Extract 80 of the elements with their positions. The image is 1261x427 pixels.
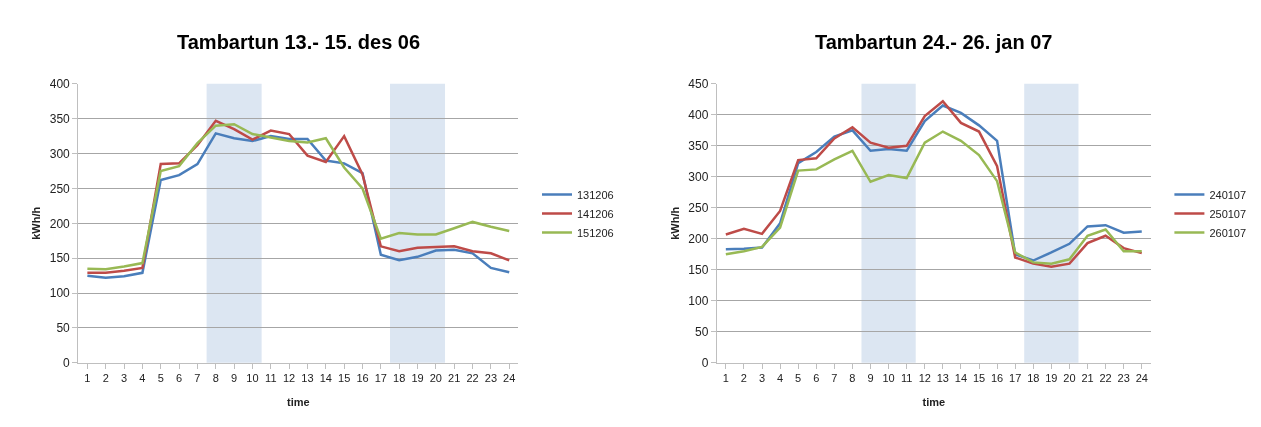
- y-tick-label: 450: [688, 77, 709, 92]
- y-tick-label: 100: [49, 286, 71, 301]
- x-tick-label: 9: [231, 372, 238, 385]
- x-tick-label: 10: [246, 372, 259, 385]
- legend-label: 250107: [1209, 207, 1247, 220]
- x-tick-label: 22: [466, 372, 479, 385]
- chart-title: Tambartun 13.- 15. des 06: [177, 31, 421, 53]
- y-axis-title: kWh/h: [30, 206, 43, 240]
- y-tick-label: 150: [688, 263, 709, 278]
- x-tick-label: 4: [777, 372, 784, 385]
- x-tick-label: 1: [722, 372, 729, 385]
- y-tick-label: 0: [701, 356, 709, 371]
- x-tick-label: 17: [1009, 372, 1022, 385]
- line-series: [724, 130, 1144, 265]
- y-tick-label: 250: [688, 201, 709, 216]
- x-tick-label: 12: [918, 372, 931, 385]
- x-tick-label: 3: [758, 372, 766, 385]
- x-tick-label: 21: [448, 372, 461, 385]
- chart-title: Tambartun 24.- 26. jan 07: [815, 31, 1053, 53]
- y-tick-label: 200: [49, 216, 71, 231]
- x-axis-title: time: [922, 396, 946, 409]
- x-tick-label: 3: [120, 372, 128, 385]
- x-axis-title: time: [286, 396, 310, 409]
- x-tick-label: 24: [1135, 372, 1148, 385]
- y-tick-label: 100: [688, 294, 709, 309]
- x-tick-label: 24: [503, 372, 516, 385]
- legend-label: 260107: [1209, 226, 1247, 239]
- x-tick-label: 15: [972, 372, 986, 385]
- x-tick-label: 11: [265, 372, 277, 385]
- y-tick-label: 50: [695, 325, 709, 340]
- x-tick-label: 2: [102, 372, 109, 385]
- y-tick-label: 300: [49, 146, 71, 161]
- y-tick-label: 350: [49, 111, 71, 126]
- x-tick-label: 2: [740, 372, 747, 385]
- x-tick-label: 16: [356, 372, 369, 385]
- x-tick-label: 5: [795, 372, 802, 385]
- x-tick-label: 9: [867, 372, 874, 385]
- x-tick-label: 19: [411, 372, 424, 385]
- x-tick-label: 19: [1045, 372, 1058, 385]
- x-tick-label: 8: [849, 372, 856, 385]
- y-tick-label: 300: [688, 170, 709, 185]
- x-tick-label: 22: [1099, 372, 1112, 385]
- x-tick-label: 20: [1063, 372, 1076, 385]
- x-tick-label: 14: [319, 372, 332, 385]
- x-tick-label: 16: [990, 372, 1004, 385]
- x-tick-label: 18: [393, 372, 406, 385]
- x-tick-label: 13: [301, 372, 314, 385]
- x-tick-label: 5: [157, 372, 164, 385]
- y-tick-label: 400: [49, 77, 71, 92]
- x-tick-label: 21: [1081, 372, 1094, 385]
- y-axis-title: kWh/h: [669, 206, 682, 240]
- x-tick-label: 6: [813, 372, 820, 385]
- x-tick-label: 17: [374, 372, 387, 385]
- x-tick-label: 12: [283, 372, 296, 385]
- legend-label: 151206: [577, 226, 614, 239]
- x-tick-label: 4: [139, 372, 146, 385]
- legend-label: 240107: [1209, 188, 1247, 201]
- x-tick-label: 13: [936, 372, 949, 385]
- x-tick-label: 11: [900, 372, 913, 385]
- y-tick-label: 250: [49, 181, 71, 196]
- y-tick-label: 350: [688, 139, 709, 154]
- x-tick-label: 23: [1117, 372, 1130, 385]
- x-tick-label: 20: [429, 372, 442, 385]
- y-tick-label: 200: [688, 232, 709, 247]
- x-tick-label: 6: [176, 372, 183, 385]
- x-tick-label: 10: [882, 372, 895, 385]
- legend-label: 141206: [577, 207, 614, 220]
- x-tick-label: 7: [194, 372, 201, 385]
- y-tick-label: 400: [688, 108, 709, 123]
- x-tick-label: 18: [1027, 372, 1040, 385]
- x-tick-label: 8: [212, 372, 219, 385]
- y-tick-label: 150: [49, 251, 71, 266]
- x-tick-label: 14: [954, 372, 968, 385]
- x-tick-label: 7: [831, 372, 838, 385]
- x-tick-label: 1: [84, 372, 91, 385]
- y-tick-label: 0: [63, 356, 71, 371]
- x-tick-label: 23: [484, 372, 498, 385]
- legend-label: 131206: [577, 188, 614, 201]
- x-tick-label: 15: [338, 372, 351, 385]
- y-tick-label: 50: [56, 321, 71, 336]
